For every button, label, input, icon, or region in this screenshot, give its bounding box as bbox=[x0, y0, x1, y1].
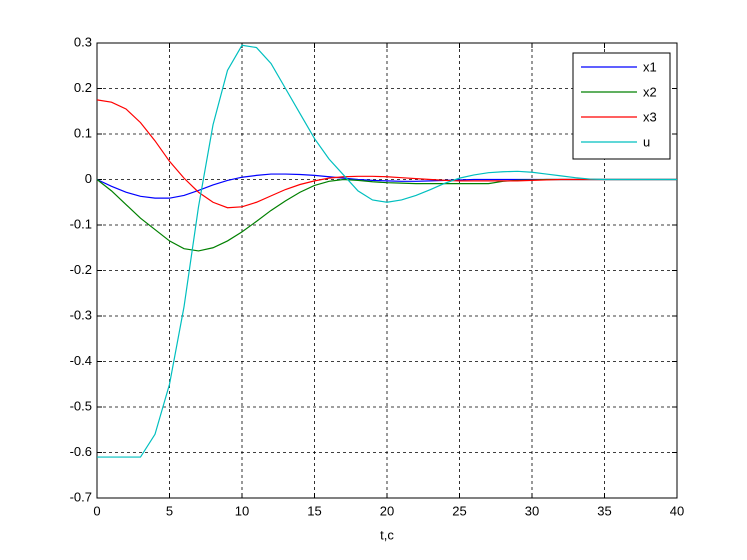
y-tick-label: -0.3 bbox=[70, 307, 92, 322]
x-tick-label: 35 bbox=[597, 503, 611, 518]
x-axis-label: t,c bbox=[380, 527, 394, 542]
y-tick-label: -0.5 bbox=[70, 398, 92, 413]
series-line bbox=[96, 99, 677, 209]
x-tick-label: 25 bbox=[452, 503, 466, 518]
y-tick-label: -0.2 bbox=[70, 262, 92, 277]
x-tick-label: 15 bbox=[307, 503, 321, 518]
y-tick-label: -0.4 bbox=[70, 353, 92, 368]
x-tick-label: 30 bbox=[525, 503, 539, 518]
y-tick-label: 0.1 bbox=[74, 125, 92, 140]
series-line bbox=[97, 44, 677, 458]
x-tick-label: 20 bbox=[380, 503, 394, 518]
y-tick-label: -0.6 bbox=[70, 444, 92, 459]
legend-label: x1 bbox=[643, 59, 657, 74]
y-tick-label: 0.3 bbox=[74, 34, 92, 49]
y-tick-label: -0.7 bbox=[70, 489, 92, 504]
x-tick-label: 5 bbox=[166, 503, 173, 518]
x-tick-label: 40 bbox=[670, 503, 684, 518]
legend-label: x3 bbox=[643, 109, 657, 124]
y-tick-label: 0 bbox=[85, 171, 92, 186]
legend-box bbox=[572, 52, 671, 160]
x-tick-label: 10 bbox=[235, 503, 249, 518]
legend-label: x2 bbox=[643, 84, 657, 99]
plot-frame bbox=[96, 42, 678, 499]
y-tick-label: 0.2 bbox=[74, 80, 92, 95]
x-tick-label: 0 bbox=[93, 503, 100, 518]
y-tick-label: -0.1 bbox=[70, 216, 92, 231]
legend-label: u bbox=[643, 134, 650, 149]
